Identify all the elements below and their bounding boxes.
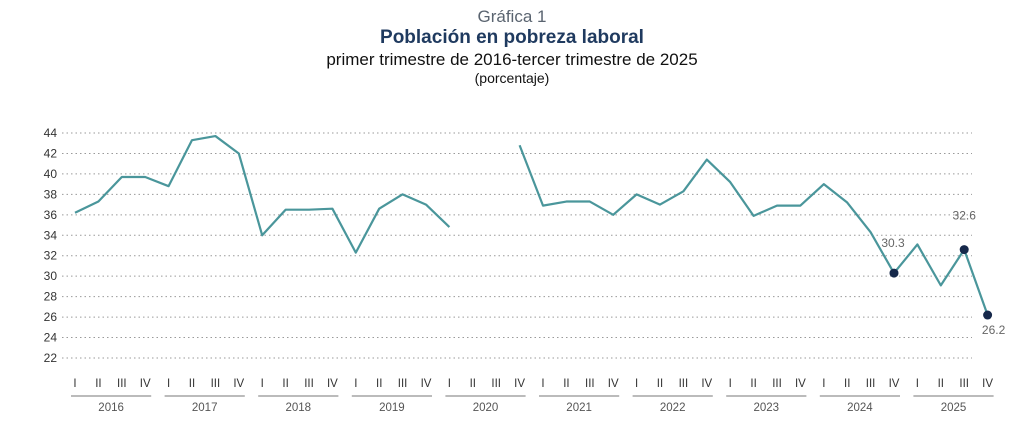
x-quarter-label: IV	[608, 378, 619, 390]
y-tick-label: 36	[44, 208, 58, 222]
x-year-label: 2021	[566, 402, 592, 414]
x-quarter-label: II	[938, 378, 944, 390]
x-quarter-label: III	[866, 378, 876, 390]
data-point-marker	[889, 268, 899, 278]
y-tick-label: 24	[44, 331, 58, 345]
x-quarter-label: III	[211, 378, 221, 390]
chart-number-label: Gráfica 1	[477, 7, 547, 26]
data-label: 30.3	[881, 236, 905, 250]
series-line	[74, 134, 451, 254]
data-label: 26.2	[982, 323, 1006, 337]
x-quarter-label: III	[585, 378, 595, 390]
y-tick-label: 44	[44, 126, 58, 140]
x-quarter-label: I	[167, 378, 170, 390]
x-quarter-label: IV	[982, 378, 993, 390]
x-quarter-label: IV	[795, 378, 806, 390]
x-quarter-label: II	[657, 378, 663, 390]
x-year-label: 2016	[98, 402, 124, 414]
x-year-label: 2017	[192, 402, 218, 414]
x-quarter-label: II	[189, 378, 195, 390]
x-quarter-label: I	[635, 378, 638, 390]
x-quarter-label: IV	[327, 378, 338, 390]
y-tick-label: 38	[44, 187, 58, 201]
x-quarter-label: II	[844, 378, 850, 390]
x-quarter-label: III	[398, 378, 408, 390]
data-label: 32.6	[953, 209, 977, 223]
x-quarter-label: III	[491, 378, 501, 390]
x-quarter-label: III	[117, 378, 127, 390]
x-year-label: 2019	[379, 402, 405, 414]
chart-unit: (porcentaje)	[474, 70, 550, 86]
chart-header: Gráfica 1 Población en pobreza laboral p…	[0, 6, 1024, 87]
x-year-label: 2023	[754, 402, 780, 414]
x-quarter-label: IV	[701, 378, 712, 390]
x-quarter-label: I	[541, 378, 544, 390]
x-quarter-label: III	[679, 378, 689, 390]
data-point-marker	[959, 245, 969, 255]
y-tick-label: 32	[44, 249, 58, 263]
x-quarter-label: I	[916, 378, 919, 390]
x-quarter-label: II	[376, 378, 382, 390]
x-year-label: 2018	[286, 402, 312, 414]
data-point-marker	[983, 310, 993, 320]
series-line	[518, 144, 989, 316]
x-year-label: 2025	[941, 402, 967, 414]
y-tick-label: 22	[44, 351, 58, 365]
x-quarter-label: III	[304, 378, 314, 390]
x-quarter-label: III	[772, 378, 782, 390]
x-quarter-label: I	[73, 378, 76, 390]
x-quarter-label: IV	[233, 378, 244, 390]
x-quarter-label: I	[354, 378, 357, 390]
x-quarter-label: III	[959, 378, 969, 390]
x-year-label: 2022	[660, 402, 686, 414]
x-quarter-label: I	[448, 378, 451, 390]
x-quarter-label: I	[261, 378, 264, 390]
x-quarter-label: IV	[421, 378, 432, 390]
x-quarter-label: II	[470, 378, 476, 390]
y-tick-label: 42	[44, 146, 58, 160]
y-tick-label: 26	[44, 310, 58, 324]
x-quarter-label: II	[563, 378, 569, 390]
x-quarter-label: II	[750, 378, 756, 390]
x-year-label: 2020	[473, 402, 499, 414]
y-tick-label: 28	[44, 290, 58, 304]
y-tick-label: 30	[44, 269, 58, 283]
y-tick-label: 40	[44, 167, 58, 181]
x-quarter-label: II	[282, 378, 288, 390]
x-quarter-label: IV	[889, 378, 900, 390]
x-quarter-label: I	[822, 378, 825, 390]
x-year-label: 2024	[847, 402, 873, 414]
x-quarter-label: IV	[140, 378, 151, 390]
x-quarter-label: II	[95, 378, 101, 390]
x-quarter-label: IV	[514, 378, 525, 390]
chart-subtitle: primer trimestre de 2016-tercer trimestr…	[326, 50, 698, 69]
x-quarter-label: I	[729, 378, 732, 390]
y-tick-label: 34	[44, 228, 58, 242]
chart-title: Población en pobreza laboral	[380, 27, 644, 48]
